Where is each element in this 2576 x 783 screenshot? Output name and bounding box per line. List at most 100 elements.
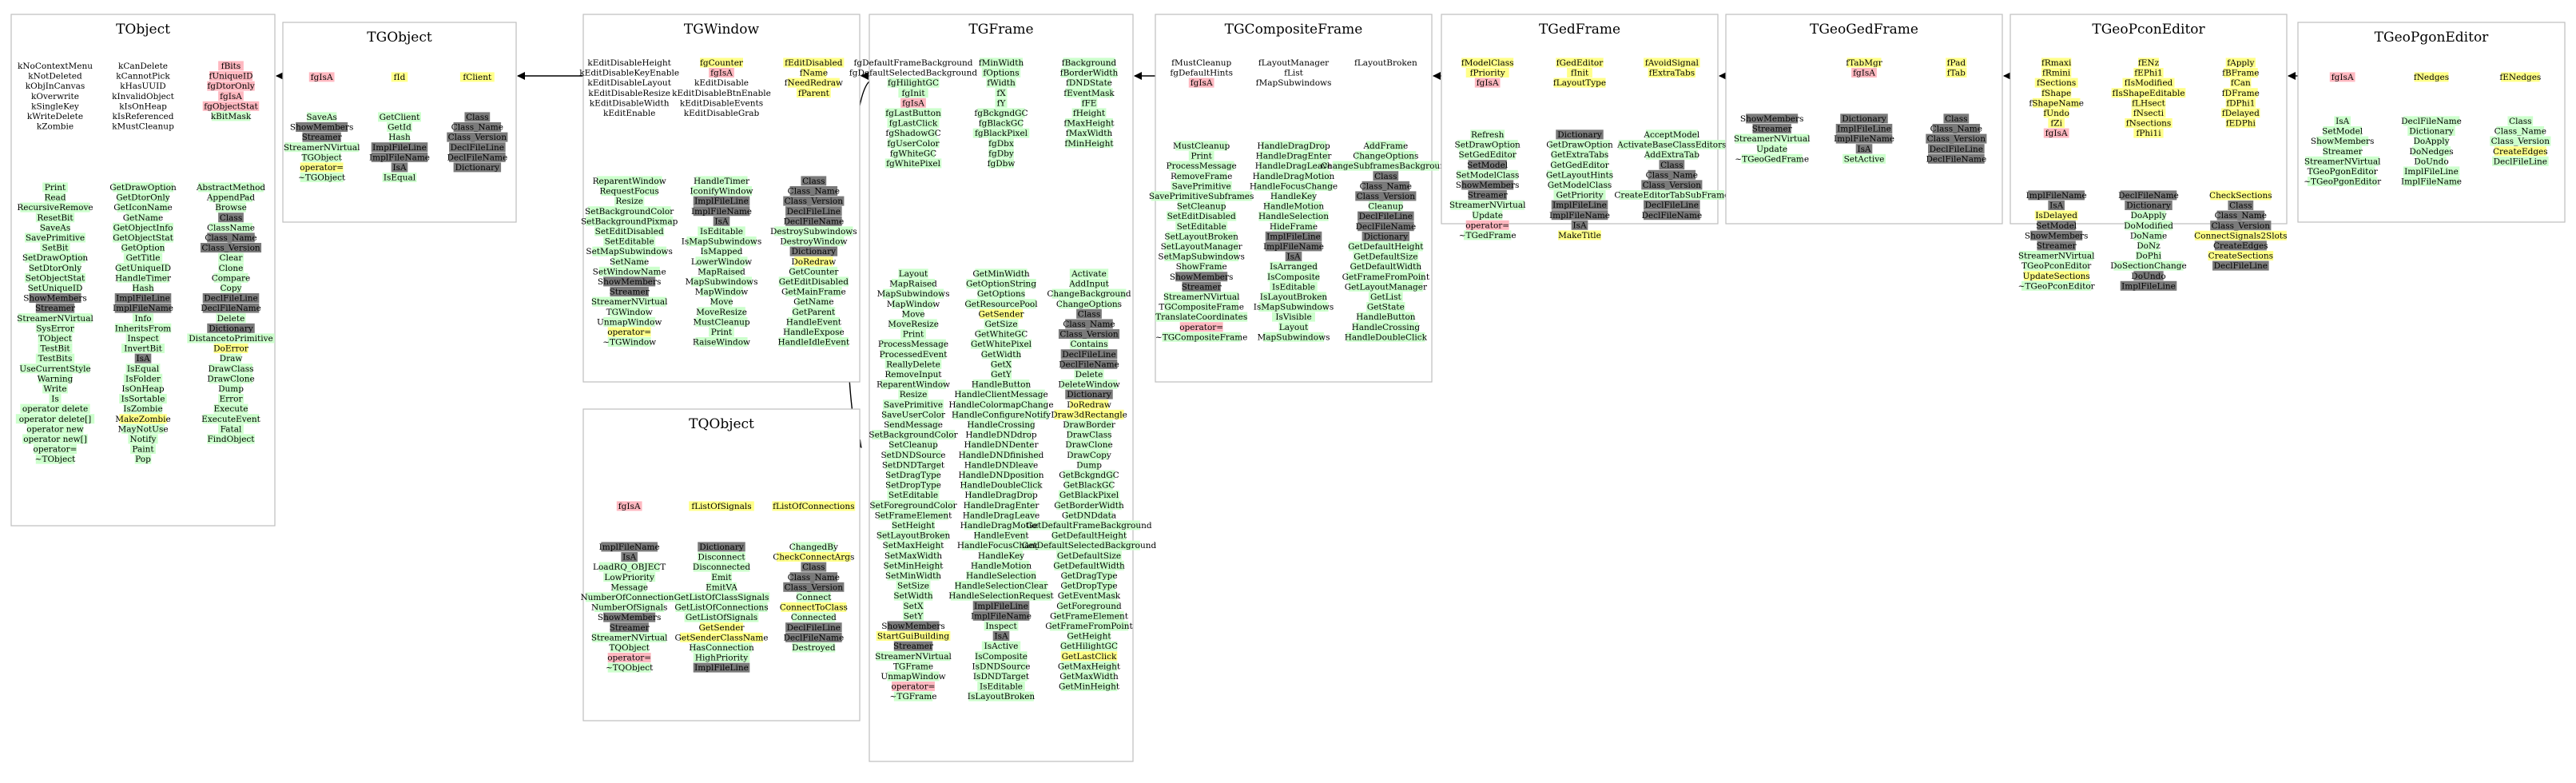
member-highlight [22,434,88,444]
member-highlight [607,653,651,662]
class-member: MapRaised [889,280,937,289]
member-highlight [785,622,842,633]
class-member: fDelayed [2222,109,2260,118]
member-highlight [1461,58,1514,68]
member-highlight [1175,221,1228,232]
member-highlight [690,186,753,196]
member-highlight [603,572,656,582]
class-member: GetDefaultFrameBackground [1026,521,1151,531]
member-highlight [710,572,733,582]
class-member: ImplFileName [1549,211,1610,221]
class-member: ShowMembers [23,294,87,304]
member-highlight [585,592,674,602]
class-box-tgeopconeditor: TGeoPconEditorfRmaxifRminifSectionsfShap… [2010,14,2288,291]
class-member: ShowMembers [1456,181,1520,190]
class-member: MapSubwindows [686,277,758,287]
member-highlight [112,233,174,243]
class-member: DeleteWindow [1058,380,1119,390]
member-highlight [774,226,853,236]
member-highlight [981,349,1021,360]
member-highlight [598,562,660,572]
class-member: MapRaised [698,267,745,276]
class-member: GetOptions [977,289,1025,299]
class-member: fClient [463,73,492,82]
member-highlight [1065,510,1113,520]
class-box-tqobject: TQObject fgIsA fListOfSignals fListOfConnec… [580,408,861,721]
member-highlight [896,581,931,590]
class-member: IsEditable [700,227,743,236]
member-highlight [889,319,937,329]
class-member: IsActive [984,642,1019,651]
member-highlight [1278,322,1309,332]
class-member: ShowFrame [1176,262,1227,272]
member-highlight [1362,181,1410,191]
member-highlight [902,308,924,319]
member-highlight [1067,439,1111,450]
class-member: DeclFileLine [787,623,841,633]
member-highlight [371,152,428,162]
class-member: fBFrame [2222,69,2259,78]
member-highlight [1069,450,1109,460]
class-member: GetDefaultHeight [1051,531,1127,541]
member-highlight [1547,169,1612,180]
member-highlight [35,353,75,364]
class-member: IsComposite [1267,272,1320,282]
member-highlight [1262,332,1325,342]
class-member: fEDPhi [2226,119,2256,129]
member-highlight [601,186,658,196]
member-highlight [2137,240,2160,251]
class-boxes: TObject kNoContextMenukNotDeletedkObjInCa… [10,14,2566,762]
member-highlight [1474,78,1501,88]
class-member: GetLayoutManager [1345,282,1428,292]
member-highlight [1060,661,1118,671]
member-highlight [783,58,845,68]
member-highlight [675,602,768,612]
class-member: HandleDoubleClick [1345,332,1428,342]
class-member: Inspect [985,622,1017,631]
member-highlight [220,283,242,293]
class-member: kIsOnHeap [119,101,167,111]
class-member: DoName [2130,231,2167,240]
class-member: GetUniqueID [115,264,171,273]
class-member: SetX [903,602,924,611]
member-highlight [975,268,1028,279]
member-highlight [702,246,741,256]
member-highlight [887,78,940,88]
class-title: TGObject [367,30,432,46]
member-highlight [1063,671,1115,682]
class-member: Class_Name [2495,127,2546,137]
member-highlight [112,222,174,233]
member-highlight [2414,136,2449,146]
class-member: fgDefaultHints [1170,69,1233,78]
member-highlight [789,186,838,196]
class-member: ImplFileName [2401,177,2462,187]
member-highlight [1069,339,1109,349]
member-highlight [1069,399,1109,410]
class-member: DeclFileName [447,153,507,162]
member-highlight [2403,116,2460,126]
member-highlight [887,419,940,430]
class-member: GetY [991,370,1012,380]
class-member: HandleButton [1356,312,1416,322]
member-highlight [984,621,1019,631]
class-member: GetDrawOption [1546,141,1613,150]
member-highlight [1348,281,1423,292]
class-member: fLayoutBroken [1354,58,1417,68]
class-member: Class_Name [788,573,840,582]
class-member: Dictionary [455,163,500,173]
member-highlight [1932,124,1981,133]
member-highlight [1659,160,1685,170]
member-highlight [1757,144,1787,154]
member-highlight [202,293,260,303]
class-member: GetFrameFromPoint [1045,622,1133,631]
class-member: fGedEditor [1556,58,1604,68]
member-highlight [1063,470,1115,480]
class-member: ~TGeoGedFrame [1735,154,1809,164]
member-highlight [1847,58,1882,68]
class-title: TGedFrame [1539,22,1620,38]
member-highlight [1644,210,1700,221]
class-member: DeclFileName [1355,222,1416,232]
member-highlight [885,108,942,118]
member-highlight [968,490,1034,500]
class-member: ~TGObject [298,173,346,183]
